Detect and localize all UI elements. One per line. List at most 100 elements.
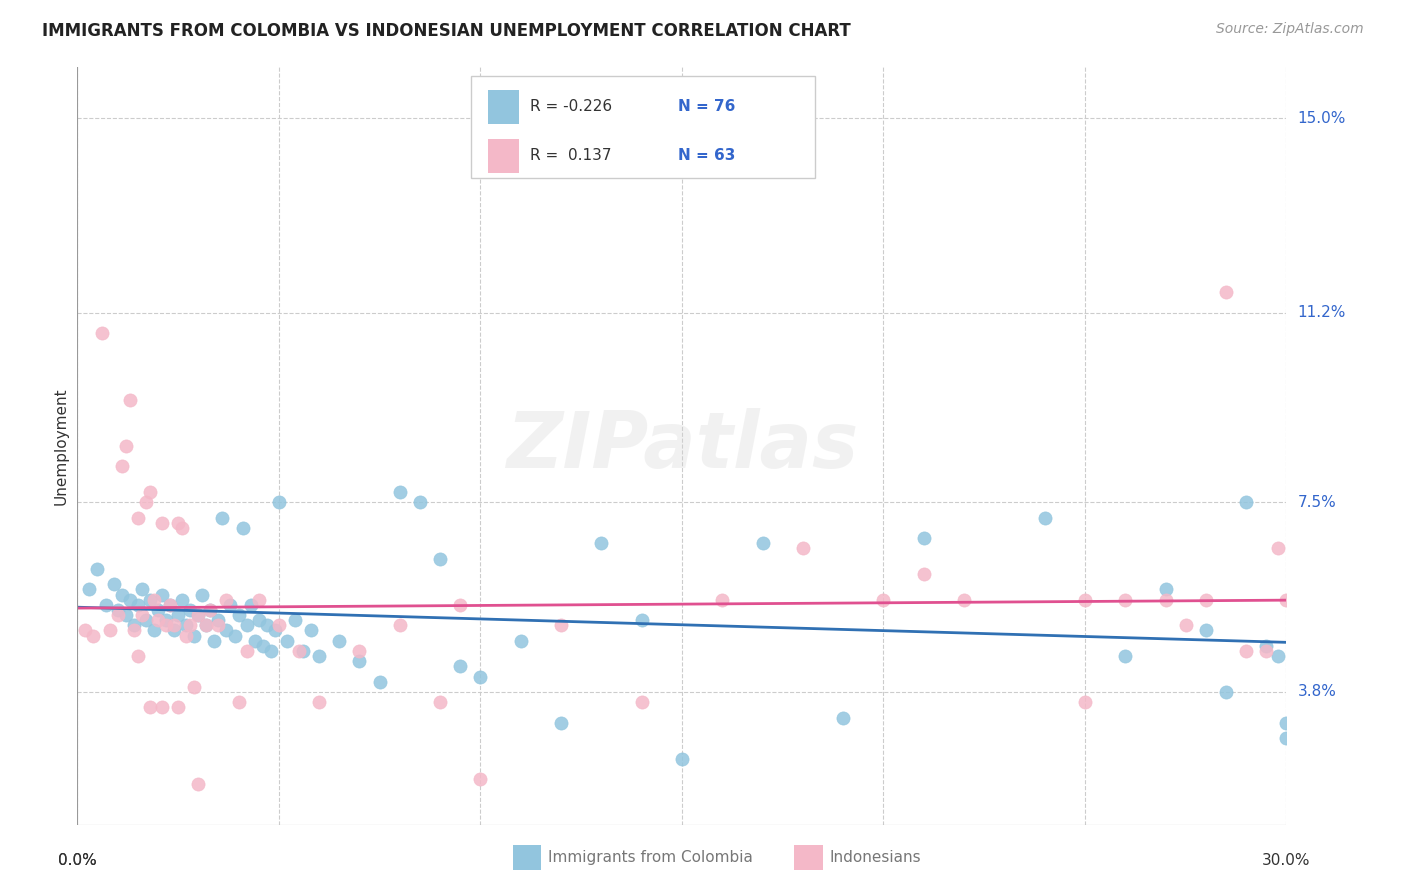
Point xyxy=(155,618,177,632)
Point xyxy=(107,603,129,617)
Point xyxy=(630,613,652,627)
Text: 30.0%: 30.0% xyxy=(1263,853,1310,868)
Point xyxy=(183,680,205,694)
Point xyxy=(98,624,121,638)
Point xyxy=(187,608,209,623)
Text: R =  0.137: R = 0.137 xyxy=(530,148,612,163)
Point xyxy=(252,639,274,653)
Point xyxy=(1215,285,1237,300)
Point xyxy=(122,624,145,638)
Point xyxy=(114,608,136,623)
Point xyxy=(179,603,201,617)
Point xyxy=(103,577,125,591)
Point xyxy=(163,624,186,638)
Point xyxy=(107,608,129,623)
Text: 3.8%: 3.8% xyxy=(1298,684,1337,699)
Point xyxy=(630,695,652,709)
Point xyxy=(912,531,935,545)
Point xyxy=(167,608,190,623)
Point xyxy=(276,633,298,648)
Point xyxy=(183,629,205,643)
Point xyxy=(232,521,254,535)
Y-axis label: Unemployment: Unemployment xyxy=(53,387,69,505)
Text: Indonesians: Indonesians xyxy=(830,850,921,864)
Point xyxy=(832,710,855,724)
Point xyxy=(79,582,101,597)
Point xyxy=(751,536,773,550)
Point xyxy=(187,777,209,791)
Point xyxy=(94,598,117,612)
Point xyxy=(167,700,190,714)
Point xyxy=(1234,495,1257,509)
Point xyxy=(219,598,242,612)
Point xyxy=(1275,715,1298,730)
Point xyxy=(1195,592,1218,607)
Point xyxy=(82,629,104,643)
Text: IMMIGRANTS FROM COLOMBIA VS INDONESIAN UNEMPLOYMENT CORRELATION CHART: IMMIGRANTS FROM COLOMBIA VS INDONESIAN U… xyxy=(42,22,851,40)
Point xyxy=(224,629,246,643)
Point xyxy=(118,392,141,407)
Point xyxy=(470,669,492,683)
Text: 15.0%: 15.0% xyxy=(1298,111,1346,126)
Point xyxy=(470,772,492,786)
Point xyxy=(159,598,181,612)
Text: Immigrants from Colombia: Immigrants from Colombia xyxy=(548,850,754,864)
Point xyxy=(111,588,134,602)
Point xyxy=(228,695,250,709)
Point xyxy=(122,618,145,632)
Point xyxy=(135,495,157,509)
Point xyxy=(139,700,162,714)
Point xyxy=(86,562,108,576)
Point xyxy=(195,618,218,632)
Point xyxy=(179,618,201,632)
Point xyxy=(150,516,173,530)
Point xyxy=(235,644,257,658)
Point xyxy=(953,592,976,607)
Point xyxy=(388,618,411,632)
Point xyxy=(1256,639,1278,653)
Point xyxy=(872,592,894,607)
Point xyxy=(142,592,165,607)
Point xyxy=(163,618,186,632)
Point xyxy=(550,715,572,730)
Point xyxy=(368,674,391,689)
Point xyxy=(207,613,229,627)
Point xyxy=(409,495,432,509)
Point xyxy=(90,326,112,341)
Point xyxy=(114,439,136,453)
Text: 11.2%: 11.2% xyxy=(1298,305,1346,320)
Point xyxy=(292,644,315,658)
Point xyxy=(127,648,149,663)
Text: Source: ZipAtlas.com: Source: ZipAtlas.com xyxy=(1216,22,1364,37)
Point xyxy=(139,485,162,500)
Point xyxy=(247,613,270,627)
Text: 7.5%: 7.5% xyxy=(1298,495,1336,510)
Point xyxy=(429,551,451,566)
Point xyxy=(1275,592,1298,607)
Point xyxy=(235,618,257,632)
Point xyxy=(1267,541,1289,556)
Point xyxy=(174,629,197,643)
Point xyxy=(1174,618,1197,632)
Point xyxy=(202,633,225,648)
Point xyxy=(215,592,238,607)
Point xyxy=(118,592,141,607)
Point xyxy=(550,618,572,632)
Point xyxy=(207,618,229,632)
Point xyxy=(200,603,222,617)
Point xyxy=(328,633,350,648)
Point xyxy=(299,624,322,638)
Point xyxy=(131,582,153,597)
Point xyxy=(1074,592,1097,607)
Text: 0.0%: 0.0% xyxy=(58,853,97,868)
Point xyxy=(449,598,471,612)
Point xyxy=(1033,510,1056,524)
Text: ZIPatlas: ZIPatlas xyxy=(506,408,858,484)
Text: N = 76: N = 76 xyxy=(678,99,735,114)
Point xyxy=(388,485,411,500)
Point xyxy=(912,567,935,582)
Point xyxy=(150,700,173,714)
Point xyxy=(155,613,177,627)
Text: N = 63: N = 63 xyxy=(678,148,735,163)
Point xyxy=(200,603,222,617)
